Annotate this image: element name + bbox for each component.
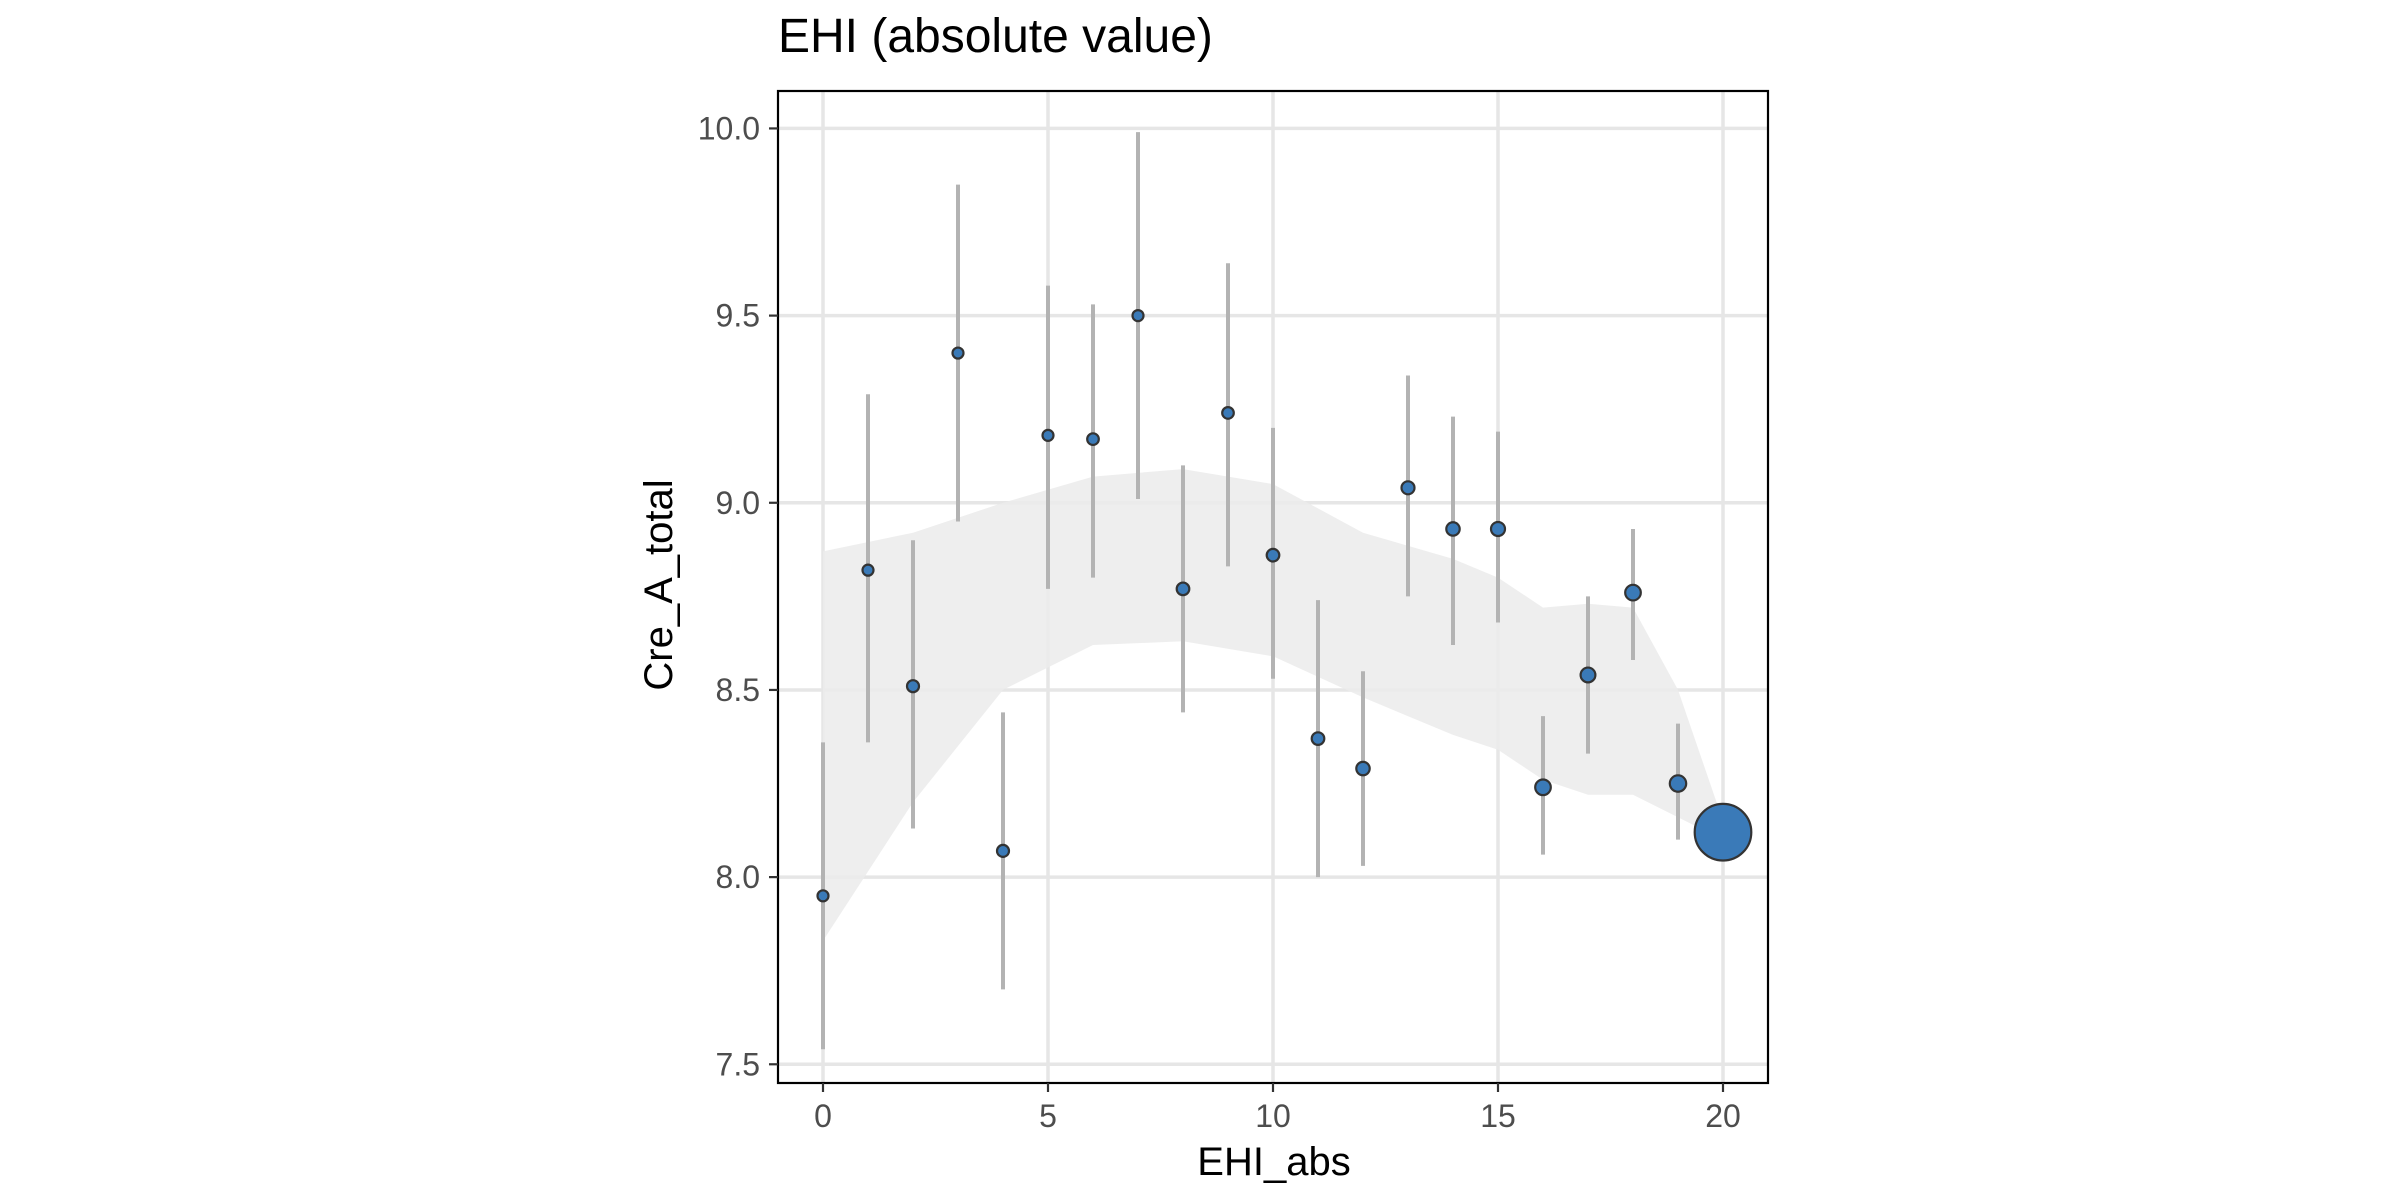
errorbar-layer bbox=[821, 132, 1680, 1050]
data-point bbox=[1131, 309, 1145, 323]
axes: 0 5 10 15 20 7.5 8.0 8.5 9.0 9.5 10.0 bbox=[698, 110, 1741, 1134]
y-tick-label: 9.5 bbox=[716, 298, 760, 334]
data-point bbox=[1355, 760, 1371, 777]
data-point bbox=[1445, 521, 1461, 537]
data-point bbox=[995, 843, 1011, 859]
data-point bbox=[1265, 547, 1281, 563]
data-point bbox=[861, 563, 875, 577]
x-tick-label: 15 bbox=[1480, 1098, 1516, 1134]
data-point bbox=[1221, 406, 1235, 420]
data-point bbox=[1534, 778, 1552, 797]
x-tick-label: 20 bbox=[1705, 1098, 1741, 1134]
x-tick-label: 0 bbox=[814, 1098, 832, 1134]
data-point bbox=[816, 889, 830, 903]
data-point bbox=[1624, 583, 1642, 602]
x-tick-label: 5 bbox=[1039, 1098, 1057, 1134]
y-tick-label: 8.5 bbox=[716, 672, 760, 708]
point-layer bbox=[816, 309, 1753, 903]
data-point bbox=[1579, 666, 1597, 684]
x-tick-label: 10 bbox=[1255, 1098, 1291, 1134]
y-tick-label: 9.0 bbox=[716, 485, 760, 521]
data-point bbox=[1668, 774, 1688, 793]
chart-title: EHI (absolute value) bbox=[778, 10, 1213, 63]
data-point bbox=[1086, 432, 1100, 447]
data-point bbox=[1041, 428, 1055, 442]
data-point bbox=[1400, 480, 1416, 496]
plot-panel bbox=[776, 89, 1770, 1085]
y-tick-label: 7.5 bbox=[716, 1046, 760, 1082]
data-point bbox=[1693, 802, 1753, 862]
data-point bbox=[1175, 581, 1191, 597]
y-tick-label: 10.0 bbox=[698, 110, 760, 146]
y-tick-label: 8.0 bbox=[716, 859, 760, 895]
data-point bbox=[1310, 731, 1326, 747]
data-point bbox=[951, 346, 965, 360]
y-axis-label: Cre_A_total bbox=[637, 479, 681, 690]
data-point bbox=[1489, 520, 1507, 538]
x-axis-label: EHI_abs bbox=[1197, 1140, 1350, 1184]
data-point bbox=[905, 679, 921, 694]
